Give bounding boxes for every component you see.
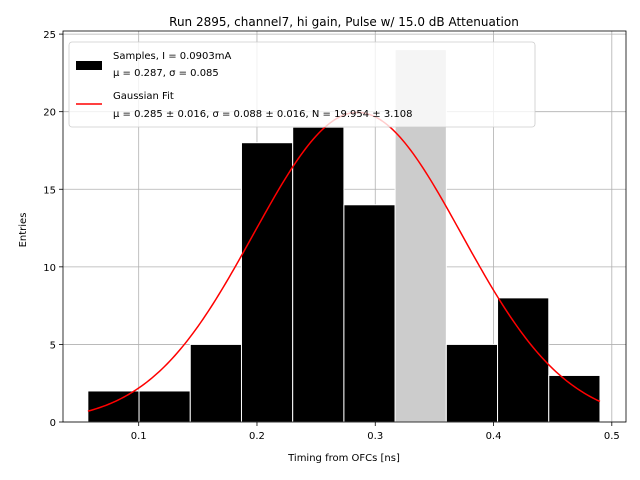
legend-fit-stats: μ = 0.285 ± 0.016, σ = 0.088 ± 0.016, N … bbox=[113, 109, 412, 120]
x-axis-label: Timing from OFCs [ns] bbox=[287, 453, 400, 464]
plot-frame bbox=[62, 30, 627, 423]
legend-fit-label: Gaussian Fit bbox=[113, 91, 174, 102]
histogram-bar bbox=[497, 297, 550, 423]
y-tick-label: 5 bbox=[50, 340, 56, 351]
y-tick-label: 10 bbox=[43, 263, 56, 274]
legend-samples-swatch bbox=[76, 61, 102, 70]
x-tick-label: 0.4 bbox=[486, 431, 502, 442]
y-tick-label: 20 bbox=[43, 108, 56, 119]
histogram-bar bbox=[343, 204, 396, 423]
legend-box bbox=[68, 41, 536, 128]
x-tick-label: 0.3 bbox=[367, 431, 383, 442]
chart-title: Run 2895, channel7, hi gain, Pulse w/ 15… bbox=[169, 15, 519, 29]
x-tick-label: 0.1 bbox=[131, 431, 147, 442]
y-tick-label: 25 bbox=[43, 30, 56, 41]
plot-area: 0.1 0.2 0.3 0.4 0.5 0 5 10 15 20 25 Samples, I = 0.… bbox=[43, 30, 627, 442]
histogram-bar bbox=[548, 374, 601, 423]
histogram-bar bbox=[189, 343, 242, 423]
y-tick-label: 15 bbox=[43, 185, 56, 196]
x-tick-label: 0.2 bbox=[249, 431, 265, 442]
legend-samples-label: Samples, I = 0.0903mA bbox=[113, 51, 231, 62]
histogram-bar bbox=[138, 390, 191, 423]
legend: Samples, I = 0.0903mA μ = 0.287, σ = 0.08… bbox=[68, 41, 536, 128]
y-tick-label: 0 bbox=[50, 418, 56, 429]
histogram-bar bbox=[445, 343, 499, 423]
histogram-bar bbox=[292, 126, 345, 423]
x-tick-label: 0.5 bbox=[604, 431, 620, 442]
y-axis-label: Entries bbox=[18, 213, 29, 248]
histogram-bar bbox=[240, 142, 294, 423]
histogram-bar bbox=[87, 390, 140, 423]
legend-samples-stats: μ = 0.287, σ = 0.085 bbox=[113, 68, 219, 79]
